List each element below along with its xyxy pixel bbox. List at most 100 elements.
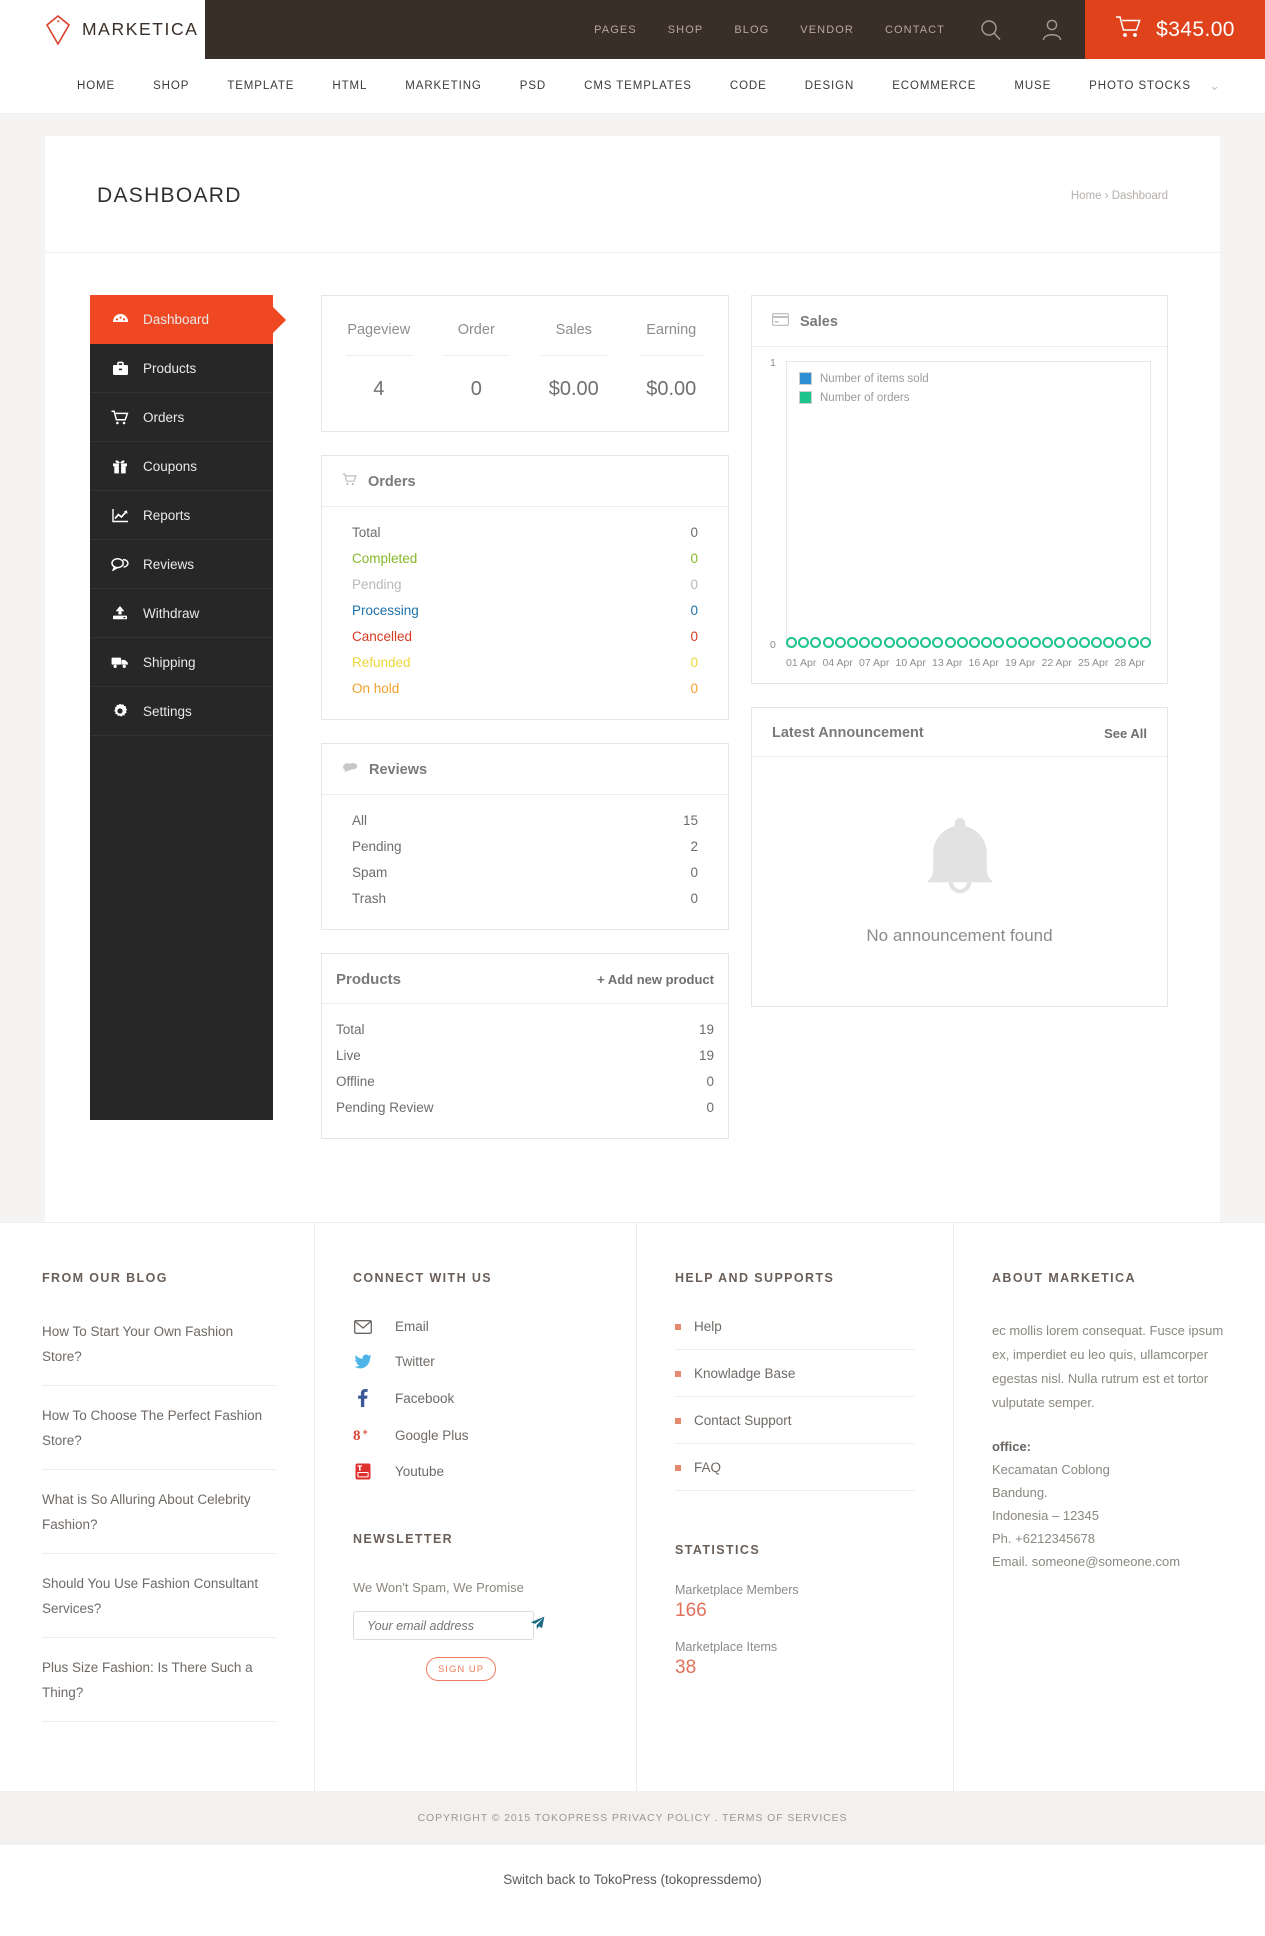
chart-data-point <box>1078 636 1090 648</box>
chart-data-point <box>969 636 981 648</box>
nav-item-muse[interactable]: MUSE <box>1014 80 1052 92</box>
footer-newsletter-title: NEWSLETTER <box>353 1532 454 1546</box>
social-link-facebook[interactable]: Facebook <box>353 1389 598 1407</box>
chart-series-orders <box>786 635 1151 649</box>
chart-data-point <box>932 636 944 648</box>
footer-help-title: HELP AND SUPPORTS <box>675 1271 835 1285</box>
social-link-youtube[interactable]: Youtube <box>353 1463 598 1480</box>
reviews-list: All 15 Pending 2 Spam 0 Trash <box>322 795 728 929</box>
help-link-help[interactable]: Help <box>675 1319 915 1350</box>
see-all-button[interactable]: See All <box>1104 725 1147 741</box>
blog-post-link[interactable]: How To Start Your Own Fashion Store? <box>42 1319 276 1386</box>
newsletter-field[interactable] <box>353 1611 545 1640</box>
nav-item-ecommerce[interactable]: ECOMMERCE <box>892 80 977 92</box>
row-label: Completed <box>352 550 418 566</box>
social-link-twitter[interactable]: Twitter <box>353 1354 598 1369</box>
search-icon[interactable] <box>976 19 1006 41</box>
add-new-product-button[interactable]: + Add new product <box>597 972 714 987</box>
social-link-email[interactable]: Email <box>353 1319 598 1334</box>
dashboard-card: DASHBOARD Home › Dashboard Dashboard Pro… <box>45 136 1220 1222</box>
sidebar-item-withdraw[interactable]: Withdraw <box>90 589 273 638</box>
sidebar-item-coupons[interactable]: Coupons <box>90 442 273 491</box>
about-office-label: office: <box>992 1439 1031 1454</box>
copyright-text[interactable]: COPYRIGHT © 2015 TOKOPRESS PRIVACY POLIC… <box>417 1812 848 1824</box>
about-address-line2: Bandung. <box>992 1485 1048 1500</box>
nav-item-photo-stocks[interactable]: PHOTO STOCKS <box>1089 80 1191 92</box>
orders-row-refunded: Refunded 0 <box>352 649 698 675</box>
sales-chart-body: 1 0 Number of items sold <box>752 347 1167 683</box>
blog-post-link[interactable]: How To Choose The Perfect Fashion Store? <box>42 1403 276 1470</box>
chart-data-point <box>1042 636 1054 648</box>
paper-plane-icon[interactable] <box>530 1616 545 1635</box>
x-axis-tick: 10 Apr <box>895 657 926 669</box>
user-icon[interactable] <box>1037 18 1067 41</box>
logo[interactable]: MARKETICA <box>0 0 205 59</box>
sidebar-item-label: Settings <box>143 703 192 719</box>
sidebar-item-orders[interactable]: Orders <box>90 393 273 442</box>
row-value: 0 <box>706 1073 714 1089</box>
breadcrumb[interactable]: Home › Dashboard <box>1070 190 1168 202</box>
stats-panel: Pageview 4 Order 0 Sales $0.00 Earning <box>321 295 729 432</box>
gift-icon <box>111 458 129 474</box>
briefcase-icon <box>111 361 129 376</box>
help-label: Help <box>694 1319 722 1334</box>
nav-item-shop[interactable]: SHOP <box>153 80 190 92</box>
chevron-down-icon[interactable]: ⌄ <box>1209 78 1220 93</box>
cart-icon <box>111 409 129 425</box>
footer-about-column: ABOUT MARKETICA ec mollis lorem consequa… <box>954 1223 1265 1791</box>
help-link-knowledge-base[interactable]: Knowladge Base <box>675 1366 915 1397</box>
about-phone: Ph. +6212345678 <box>992 1531 1096 1546</box>
chart-data-point <box>798 636 810 648</box>
reviews-panel: Reviews All 15 Pending 2 Spam <box>321 743 729 930</box>
stat-label: Earning <box>638 322 704 356</box>
help-label: FAQ <box>694 1460 722 1475</box>
blog-post-link[interactable]: Plus Size Fashion: Is There Such a Thing… <box>42 1655 276 1722</box>
sidebar-item-products[interactable]: Products <box>90 344 273 393</box>
chart-data-point <box>1017 636 1029 648</box>
chart-data-point <box>1030 636 1042 648</box>
sidebar-item-label: Coupons <box>143 458 198 474</box>
sidebar-item-reports[interactable]: Reports <box>90 491 273 540</box>
sidebar-item-label: Dashboard <box>143 312 210 327</box>
newsletter-email-input[interactable] <box>367 1618 530 1633</box>
nav-item-psd[interactable]: PSD <box>519 80 547 92</box>
sidebar-item-shipping[interactable]: Shipping <box>90 638 273 687</box>
blog-post-link[interactable]: What is So Alluring About Celebrity Fash… <box>42 1487 276 1554</box>
top-nav-pages[interactable]: PAGES <box>594 23 637 36</box>
sidebar-item-dashboard[interactable]: Dashboard <box>90 295 273 344</box>
sidebar-item-settings[interactable]: Settings <box>90 687 273 736</box>
cart-button[interactable]: $345.00 <box>1085 0 1265 59</box>
bullet-icon <box>675 1370 681 1377</box>
help-link-contact-support[interactable]: Contact Support <box>675 1413 915 1444</box>
nav-item-home[interactable]: HOME <box>77 80 116 92</box>
help-link-faq[interactable]: FAQ <box>675 1460 915 1491</box>
about-email[interactable]: Email. someone@someone.com <box>992 1554 1181 1569</box>
nav-item-html[interactable]: HTML <box>332 80 368 92</box>
top-nav-blog[interactable]: BLOG <box>734 23 770 36</box>
nav-item-design[interactable]: DESIGN <box>804 80 855 92</box>
nav-item-code[interactable]: CODE <box>729 80 767 92</box>
panel-title: Products <box>336 971 402 988</box>
row-value: 0 <box>690 864 698 880</box>
switch-back-link[interactable]: Switch back to TokoPress (tokopressdemo) <box>503 1871 762 1887</box>
upload-icon <box>111 605 129 621</box>
nav-item-cms-templates[interactable]: CMS TEMPLATES <box>584 80 692 92</box>
top-nav-shop[interactable]: SHOP <box>667 23 704 36</box>
top-nav-vendor[interactable]: VENDOR <box>800 23 854 36</box>
x-axis-tick: 13 Apr <box>932 657 963 669</box>
nav-item-template[interactable]: TEMPLATE <box>227 80 295 92</box>
sidebar-item-label: Reviews <box>143 556 195 572</box>
nav-item-marketing[interactable]: MARKETING <box>405 80 482 92</box>
legend-entry-items-sold: Number of items sold <box>799 372 929 385</box>
products-list: Total 19 Live 19 Offline 0 Pending Rev <box>322 1004 728 1138</box>
social-link-google-plus[interactable]: 8 + Google Plus <box>353 1427 598 1443</box>
sidebar-item-reviews[interactable]: Reviews <box>90 540 273 589</box>
switch-back-bar: Switch back to TokoPress (tokopressdemo) <box>0 1845 1265 1913</box>
newsletter-signup-button[interactable]: SIGN UP <box>426 1657 496 1681</box>
sales-chart: 1 0 Number of items sold <box>764 357 1155 671</box>
twitter-icon <box>353 1354 372 1369</box>
top-nav-contact[interactable]: CONTACT <box>884 23 945 36</box>
reviews-row-all: All 15 <box>352 807 698 833</box>
row-label: Live <box>336 1047 361 1063</box>
blog-post-link[interactable]: Should You Use Fashion Consultant Servic… <box>42 1571 276 1638</box>
